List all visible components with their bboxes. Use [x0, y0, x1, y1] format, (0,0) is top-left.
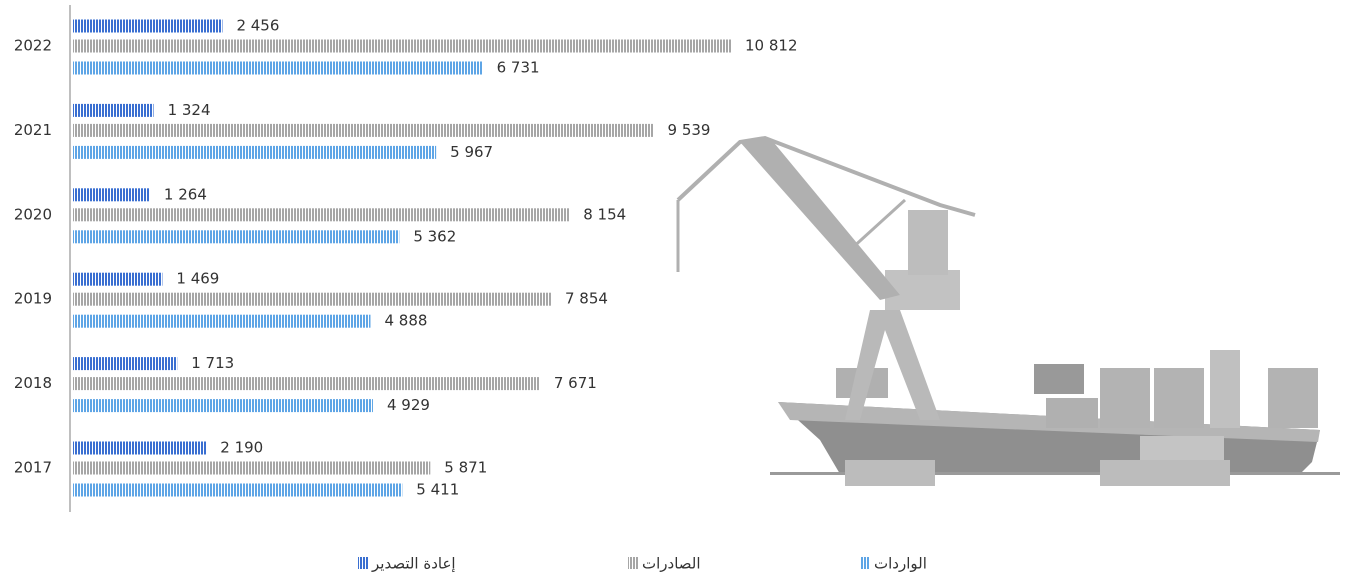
bar [73, 188, 150, 201]
bar [73, 104, 154, 117]
legend-label: إعادة التصدير [371, 555, 456, 573]
bar [73, 484, 402, 497]
bar [73, 293, 551, 306]
y-tick-label: 2020 [14, 205, 52, 223]
legend-swatch [860, 557, 870, 569]
y-tick-label: 2019 [14, 290, 52, 308]
bar [73, 315, 370, 328]
bar [73, 399, 373, 412]
data-label: 5 362 [413, 227, 456, 245]
data-label: 2 190 [220, 439, 263, 457]
bar [73, 40, 731, 53]
y-tick-label: 2017 [14, 459, 52, 477]
data-label: 7 671 [554, 374, 597, 392]
data-label: 1 469 [176, 270, 219, 288]
data-label: 5 411 [416, 481, 459, 499]
data-label: 7 854 [565, 290, 608, 308]
bar [73, 377, 540, 390]
y-tick-label: 2022 [14, 37, 52, 55]
bar [73, 357, 177, 370]
legend-label: الصادرات [642, 555, 701, 573]
chart: 2022 2 456 10 812 6 731 2021 1 324 9 539 5 967 2… [0, 0, 1348, 577]
data-label: 2 456 [236, 17, 279, 35]
legend-swatch [358, 557, 368, 569]
data-label: 9 539 [668, 121, 711, 139]
data-label: 8 154 [583, 205, 626, 223]
bar [73, 230, 399, 243]
bar [73, 273, 162, 286]
y-tick-label: 2018 [14, 374, 52, 392]
bar [73, 62, 483, 75]
bar [73, 442, 206, 455]
data-label: 1 324 [168, 101, 211, 119]
data-label: 5 967 [450, 143, 493, 161]
bar [73, 124, 654, 137]
legend-swatch [628, 557, 638, 569]
data-label: 10 812 [745, 37, 798, 55]
data-label: 1 713 [191, 354, 234, 372]
data-label: 4 929 [387, 396, 430, 414]
bar [73, 146, 436, 159]
bar [73, 462, 430, 475]
data-label: 4 888 [384, 312, 427, 330]
data-label: 5 871 [444, 459, 487, 477]
legend-label: الواردات [874, 555, 927, 573]
bar [73, 208, 569, 221]
data-label: 1 264 [164, 185, 207, 203]
y-tick-label: 2021 [14, 121, 52, 139]
data-label: 6 731 [497, 59, 540, 77]
bar [73, 20, 222, 33]
ship-illustration [678, 138, 1340, 486]
